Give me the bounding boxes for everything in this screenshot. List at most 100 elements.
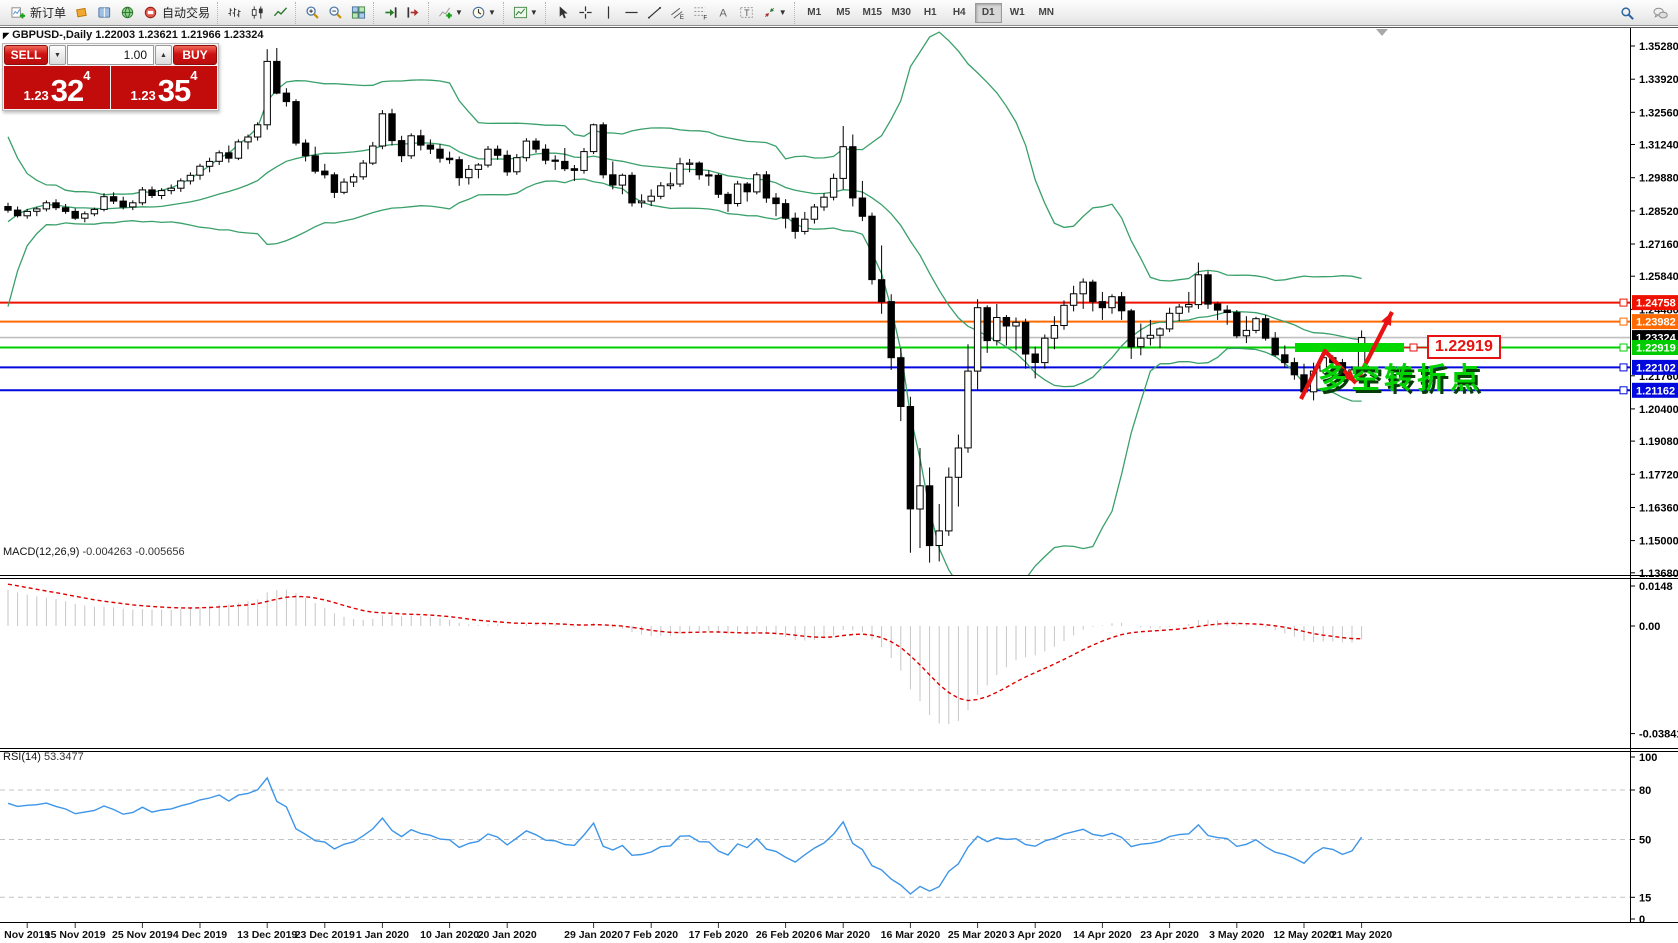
toolbar-group: 新订单 自动交易 xyxy=(2,2,217,24)
toolbar-right-group xyxy=(1616,2,1672,24)
window-marker-icon: ◤ xyxy=(3,31,10,40)
toolbar-group xyxy=(217,1,295,24)
fibonacci-icon[interactable]: F xyxy=(689,2,712,24)
vertical-line-icon[interactable] xyxy=(597,2,620,24)
dropdown-caret-icon[interactable]: ▼ xyxy=(487,8,496,17)
svg-text:100: 100 xyxy=(1639,752,1657,764)
bollinger-bands xyxy=(7,31,1362,575)
dropdown-caret-icon[interactable]: ▼ xyxy=(778,8,787,17)
highlight-band[interactable] xyxy=(1295,343,1404,352)
zoom-in-icon[interactable] xyxy=(301,2,324,24)
svg-text:50: 50 xyxy=(1639,835,1651,847)
zoom-out-icon[interactable] xyxy=(324,2,347,24)
timeframe-button-m5[interactable]: M5 xyxy=(836,6,851,18)
macd-signal-line xyxy=(7,583,1362,702)
autotrading-button[interactable]: 自动交易 xyxy=(139,2,214,24)
chart-shift-icon[interactable] xyxy=(402,2,425,24)
timeframe-button-m15[interactable]: M15 xyxy=(862,6,882,18)
metaeditor-icon[interactable] xyxy=(70,2,93,24)
svg-text:1.33920: 1.33920 xyxy=(1639,74,1678,86)
auto-scroll-icon[interactable] xyxy=(379,2,402,24)
new-order-button[interactable]: 新订单 xyxy=(7,2,70,24)
buy-button[interactable]: BUY xyxy=(173,45,217,65)
candlestick-chart-icon[interactable] xyxy=(246,2,269,24)
buy-price-display[interactable]: 1.23 35 4 xyxy=(111,66,217,109)
chart-shift-marker[interactable] xyxy=(1376,29,1388,36)
templates-icon[interactable]: ▼ xyxy=(509,2,542,24)
dropdown-caret-icon[interactable]: ▼ xyxy=(529,8,538,17)
svg-text:15: 15 xyxy=(1639,892,1651,904)
toolbar-group xyxy=(295,1,373,24)
indicators-icon[interactable]: ▼ xyxy=(434,2,467,24)
svg-text:1.20400: 1.20400 xyxy=(1639,404,1678,416)
svg-text:6 Mar 2020: 6 Mar 2020 xyxy=(816,929,870,941)
macd-histogram xyxy=(7,589,1363,725)
svg-text:26 Feb 2020: 26 Feb 2020 xyxy=(756,929,816,941)
sell-price-bigfigure: 1.23 xyxy=(23,88,49,103)
price-axis[interactable]: 1.35280 1.33920 1.32560 1.31240 1.29880 1.285… xyxy=(1619,41,1678,580)
svg-text:E: E xyxy=(680,14,684,20)
timeframe-button-h4[interactable]: H4 xyxy=(952,6,966,18)
text-icon[interactable]: A xyxy=(712,2,735,24)
svg-text:10 Jan 2020: 10 Jan 2020 xyxy=(420,929,479,941)
svg-text:21 May 2020: 21 May 2020 xyxy=(1331,929,1392,941)
timeframe-button-w1[interactable]: W1 xyxy=(1009,6,1025,18)
rsi-axis[interactable]: 100 80 50 15 0 xyxy=(1630,752,1657,926)
svg-text:F: F xyxy=(703,15,707,20)
rsi-name: RSI(14) xyxy=(3,751,41,763)
svg-text:29 Jan 2020: 29 Jan 2020 xyxy=(564,929,623,941)
chart-canvas: 1.35280 1.33920 1.32560 1.31240 1.29880 1.285… xyxy=(0,27,1678,943)
cursor-icon[interactable] xyxy=(551,2,574,24)
svg-text:13 Dec 2019: 13 Dec 2019 xyxy=(237,929,297,941)
timeframe-button-m30[interactable]: M30 xyxy=(891,6,911,18)
sell-button[interactable]: SELL xyxy=(4,45,48,65)
timeframe-button-m1[interactable]: M1 xyxy=(807,6,822,18)
bar-chart-icon[interactable] xyxy=(223,2,246,24)
macd-indicator-label: MACD(12,26,9) -0.004263 -0.005656 xyxy=(3,546,185,558)
timeframe-button-h1[interactable]: H1 xyxy=(923,6,937,18)
svg-text:1.16360: 1.16360 xyxy=(1639,503,1678,515)
line-chart-icon[interactable] xyxy=(269,2,292,24)
macd-axis[interactable]: 0.0148 0.00 -0.038415 xyxy=(1630,581,1678,741)
timeframe-group: M1 M5 M15 M30 H1 H4 D1 W1 MN xyxy=(793,1,1064,24)
chat-icon[interactable] xyxy=(1649,2,1672,24)
crosshair-icon[interactable] xyxy=(574,2,597,24)
volume-decrease-button[interactable]: ▼ xyxy=(49,45,66,65)
volume-input[interactable] xyxy=(67,45,154,65)
svg-text:1.13680: 1.13680 xyxy=(1639,568,1678,580)
svg-text:15 Nov 2019: 15 Nov 2019 xyxy=(45,929,106,941)
price-callout-label[interactable]: 1.22919 xyxy=(1427,335,1501,359)
sell-price-point: 4 xyxy=(83,68,91,83)
horizontal-line-icon[interactable] xyxy=(620,2,643,24)
arrows-icon[interactable]: ▼ xyxy=(758,2,791,24)
connection-icon[interactable] xyxy=(116,2,139,24)
equidistant-channel-icon[interactable]: E xyxy=(666,2,689,24)
turning-point-annotation[interactable]: 多空转折点 xyxy=(1318,363,1484,395)
svg-text:0: 0 xyxy=(1639,914,1645,926)
timeframe-button-d1[interactable]: D1 xyxy=(974,2,1002,23)
chart-symbol-period: GBPUSD-,Daily xyxy=(12,29,93,41)
search-icon[interactable] xyxy=(1616,2,1639,24)
svg-text:16 Mar 2020: 16 Mar 2020 xyxy=(881,929,941,941)
svg-text:1.19080: 1.19080 xyxy=(1639,436,1678,448)
timeframe-button-mn[interactable]: MN xyxy=(1038,6,1054,18)
svg-text:1.32560: 1.32560 xyxy=(1639,107,1678,119)
chart-area[interactable]: 1.35280 1.33920 1.32560 1.31240 1.29880 1.285… xyxy=(0,27,1678,943)
dropdown-caret-icon[interactable]: ▼ xyxy=(455,8,463,17)
marketwatch-icon[interactable] xyxy=(93,2,116,24)
periods-icon[interactable]: ▼ xyxy=(467,2,500,24)
panel-separators[interactable] xyxy=(0,27,1678,923)
trend-arrows[interactable] xyxy=(1299,311,1394,400)
trendline-icon[interactable] xyxy=(643,2,666,24)
volume-increase-button[interactable]: ▲ xyxy=(155,45,172,65)
buy-price-point: 4 xyxy=(190,68,198,83)
sell-price-display[interactable]: 1.23 32 4 xyxy=(4,66,110,109)
text-label-icon[interactable]: T xyxy=(735,2,758,24)
svg-text:1.21162: 1.21162 xyxy=(1636,385,1675,397)
tile-windows-icon[interactable] xyxy=(347,2,370,24)
svg-text:1.23982: 1.23982 xyxy=(1636,317,1676,329)
svg-text:1.22919: 1.22919 xyxy=(1636,343,1676,355)
svg-text:1.24758: 1.24758 xyxy=(1636,298,1676,310)
svg-text:25 Mar 2020: 25 Mar 2020 xyxy=(948,929,1008,941)
